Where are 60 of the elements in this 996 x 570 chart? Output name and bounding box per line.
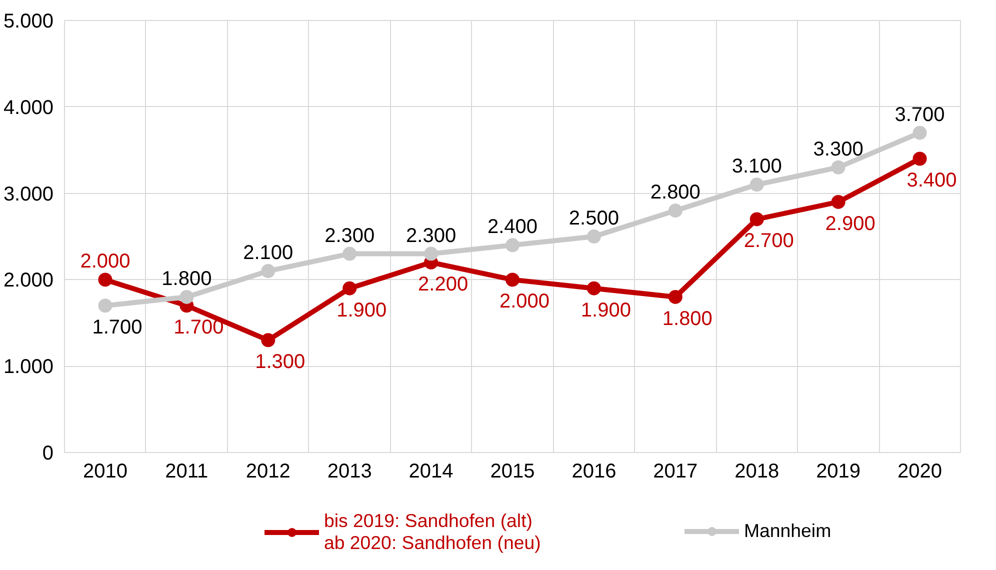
data-label: 2.500 bbox=[568, 208, 619, 230]
data-label: 2.000 bbox=[499, 290, 550, 313]
point bbox=[750, 178, 764, 192]
legend-label: Mannheim bbox=[744, 520, 832, 542]
point bbox=[831, 194, 846, 209]
point bbox=[912, 126, 927, 140]
data-label: 3.400 bbox=[906, 170, 957, 192]
data-label: 2.700 bbox=[744, 230, 794, 252]
point bbox=[506, 238, 520, 252]
data-label: 2.300 bbox=[324, 224, 375, 247]
point bbox=[261, 264, 276, 278]
legend-label: bis 2019: Sandhofen (alt) ab 2020: Sandhofen (neu) bbox=[324, 510, 541, 554]
x-tick-label: 2017 bbox=[653, 460, 698, 482]
point bbox=[261, 333, 276, 348]
point bbox=[586, 281, 601, 296]
point bbox=[831, 160, 846, 174]
data-label: 3.300 bbox=[813, 138, 864, 160]
x-tick-label: 2016 bbox=[572, 460, 616, 482]
y-tick-label: 1.000 bbox=[3, 356, 54, 378]
point bbox=[506, 272, 520, 287]
data-label: 3.700 bbox=[894, 104, 945, 126]
point bbox=[586, 230, 601, 244]
point bbox=[180, 290, 194, 304]
point bbox=[342, 246, 357, 261]
data-label: 2.900 bbox=[825, 212, 876, 235]
data-label: 1.900 bbox=[580, 299, 631, 322]
point bbox=[750, 212, 764, 226]
x-tick-label: 2013 bbox=[327, 460, 372, 482]
data-label: 2.100 bbox=[243, 242, 294, 264]
point bbox=[98, 298, 112, 313]
data-label: 1.800 bbox=[662, 308, 712, 330]
x-tick-label: 2012 bbox=[246, 460, 290, 482]
data-label: 2.200 bbox=[418, 273, 468, 296]
x-tick-label: 2014 bbox=[408, 460, 454, 482]
point bbox=[912, 152, 927, 166]
point bbox=[424, 246, 438, 261]
point bbox=[342, 281, 357, 296]
x-tick-label: 2015 bbox=[490, 460, 535, 482]
y-tick-label: 2.000 bbox=[3, 270, 54, 292]
data-label: 3.100 bbox=[732, 156, 782, 178]
data-label: 1.800 bbox=[162, 268, 212, 290]
y-tick-label: 3.000 bbox=[3, 183, 54, 206]
x-tick-label: 2011 bbox=[165, 460, 208, 482]
data-label: 2.400 bbox=[487, 216, 538, 238]
data-label: 1.300 bbox=[255, 351, 306, 374]
data-label: 2.800 bbox=[650, 182, 700, 204]
data-label: 2.000 bbox=[80, 250, 130, 273]
y-tick-label: 5.000 bbox=[3, 10, 54, 32]
point bbox=[668, 204, 682, 218]
x-tick-label: 2018 bbox=[734, 460, 780, 482]
point bbox=[98, 272, 112, 287]
y-tick-label: 4.000 bbox=[3, 96, 54, 119]
y-tick-label: 0 bbox=[42, 442, 54, 464]
point bbox=[668, 290, 682, 304]
data-label: 1.700 bbox=[92, 316, 142, 339]
x-tick-label: 2010 bbox=[82, 460, 128, 482]
x-tick-label: 2019 bbox=[816, 460, 861, 482]
data-label: 2.300 bbox=[406, 224, 456, 247]
data-label: 1.900 bbox=[336, 299, 387, 322]
x-tick-label: 2020 bbox=[898, 460, 942, 482]
